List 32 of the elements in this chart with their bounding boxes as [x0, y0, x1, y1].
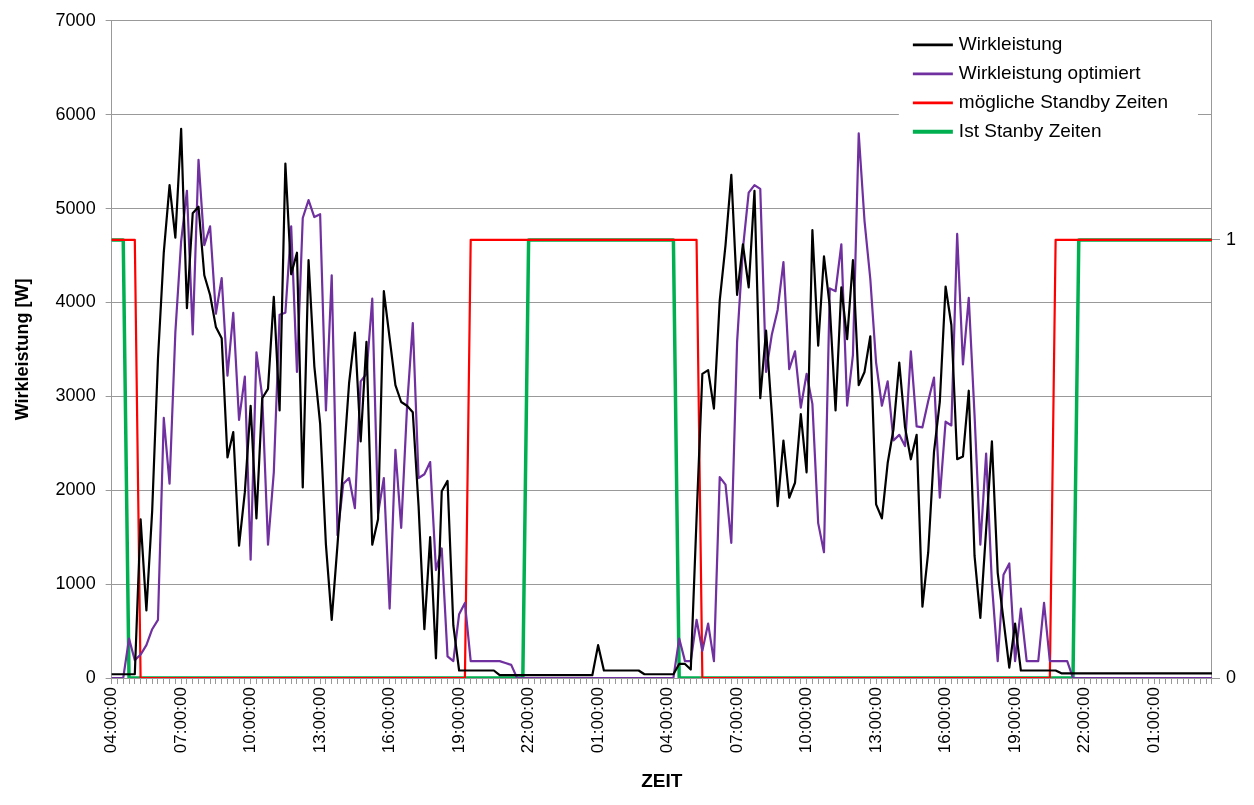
x-tick-label: 07:00:00: [170, 687, 190, 754]
x-tick-label: 19:00:00: [1004, 687, 1024, 754]
legend-label: Ist Stanby Zeiten: [958, 120, 1102, 142]
y-tick-label: 7000: [55, 9, 96, 30]
y-tick-label: 0: [85, 666, 96, 687]
x-tick-label: 07:00:00: [726, 687, 746, 754]
legend-label: mögliche Standby Zeiten: [958, 91, 1168, 113]
y-tick-label: 5000: [55, 197, 96, 218]
x-tick-label: 22:00:00: [1074, 687, 1094, 754]
x-tick-label: 10:00:00: [240, 687, 260, 754]
y-tick-label: 2000: [55, 479, 96, 500]
y-tick-label: 6000: [55, 103, 96, 124]
legend-label: Wirkleistung: [958, 33, 1063, 55]
legend-label: Wirkleistung optimiert: [958, 62, 1142, 84]
x-axis-title: ZEIT: [641, 769, 683, 791]
x-tick-label: 04:00:00: [101, 687, 121, 754]
x-tick-label: 01:00:00: [587, 687, 607, 754]
x-tick-label: 13:00:00: [865, 687, 885, 754]
x-tick-label: 19:00:00: [448, 687, 468, 754]
y-axis-title: Wirkleistung [W]: [11, 278, 32, 421]
x-tick-label: 22:00:00: [518, 687, 538, 754]
y2-tick-label: 0: [1225, 666, 1236, 687]
y-tick-label: 3000: [55, 385, 96, 406]
y-tick-label: 1000: [55, 573, 96, 594]
x-tick-label: 04:00:00: [657, 687, 677, 754]
x-tick-label: 16:00:00: [935, 687, 955, 754]
y2-tick-label: 1: [1225, 228, 1236, 249]
y-tick-label: 4000: [55, 291, 96, 312]
x-tick-label: 01:00:00: [1143, 687, 1163, 754]
x-tick-label: 16:00:00: [379, 687, 399, 754]
x-tick-label: 13:00:00: [309, 687, 329, 754]
x-tick-label: 10:00:00: [796, 687, 816, 754]
